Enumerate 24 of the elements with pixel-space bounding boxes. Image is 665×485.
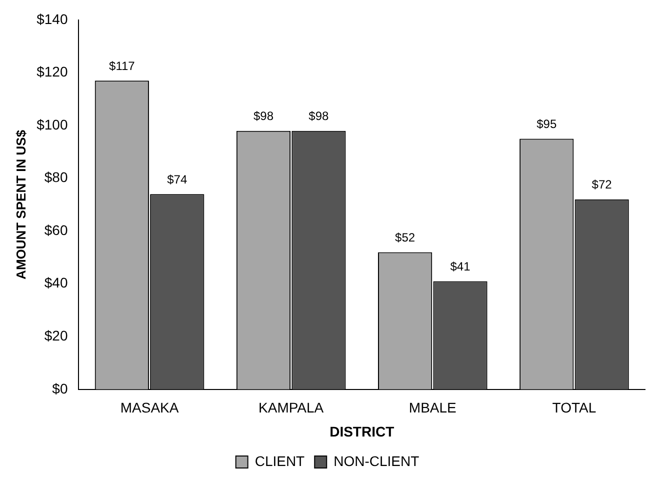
data-label: $98 [308,109,330,124]
y-tick-label: $20 [44,327,68,344]
data-label: $41 [450,260,471,274]
y-tick-label: $120 [36,64,68,80]
y-tick-label: $140 [36,10,68,27]
y-tick-label: $40 [44,274,68,291]
x-tick-label: KAMPALA [258,400,324,416]
y-tick-label: $0 [52,380,68,396]
x-tick-label: MBALE [408,400,456,416]
x-axis-title: DISTRICT [330,423,395,440]
data-label: $117 [109,59,136,73]
y-tick-label: $80 [44,169,68,186]
y-tick-label: $60 [44,222,68,238]
data-label: $52 [395,230,416,245]
legend-label: CLIENT [254,452,306,469]
legend-label: NON-CLIENT [334,452,420,469]
data-label: $74 [167,172,188,186]
data-label: $95 [536,117,557,132]
y-axis-title: AMOUNT SPENT IN US$ [13,129,28,280]
data-label: $98 [253,109,274,124]
x-tick-label: TOTAL [552,400,596,416]
y-tick-label: $100 [36,116,68,132]
data-label: $72 [592,178,612,192]
x-tick-label: MASAKA [120,400,180,416]
